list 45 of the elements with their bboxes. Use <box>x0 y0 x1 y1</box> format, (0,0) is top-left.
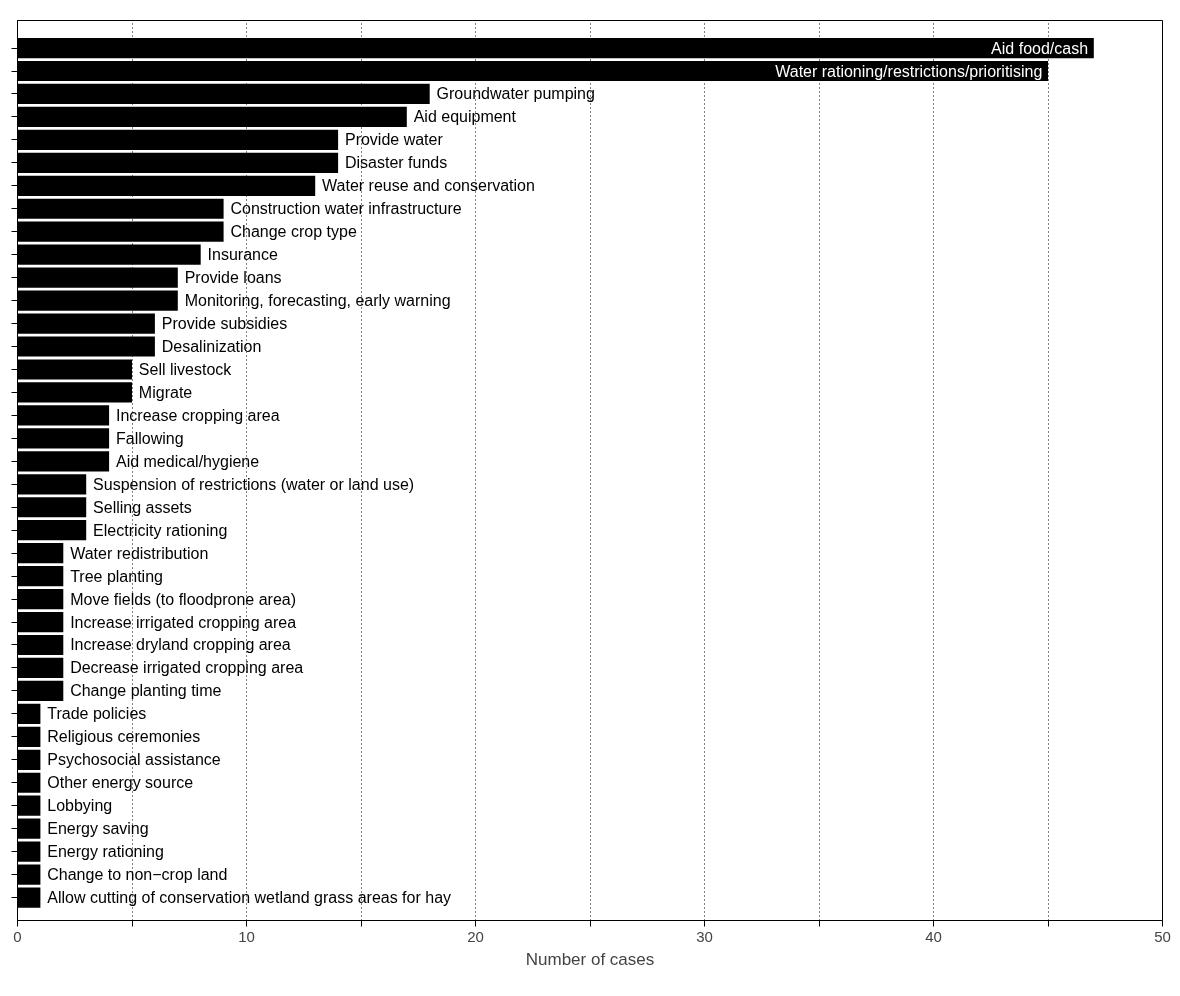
y-tick-label: Sell livestock <box>138 360 233 378</box>
y-tick-label: Change to non−crop land <box>47 866 228 884</box>
y-tick-label: Lobbying <box>47 797 113 815</box>
x-tick-label: 30 <box>696 927 713 945</box>
y-tick-label: Other energy source <box>47 774 194 792</box>
y-tick-label: Move fields (to floodprone area) <box>70 590 297 608</box>
y-tick-label: Increase irrigated cropping area <box>70 613 297 631</box>
y-tick-label: Increase dryland cropping area <box>70 636 291 654</box>
y-tick-label: Decrease irrigated cropping area <box>70 659 304 677</box>
y-tick-label: Insurance <box>207 246 278 264</box>
y-tick-label: Provide subsidies <box>161 315 288 333</box>
y-tick-label: Energy rationing <box>47 843 164 861</box>
y-tick-label: Psychosocial assistance <box>47 751 221 769</box>
y-tick-label: Groundwater pumping <box>436 85 595 103</box>
y-tick-label: Change planting time <box>70 682 222 700</box>
y-tick-label: Aid equipment <box>413 108 517 126</box>
y-tick-label: Religious ceremonies <box>47 728 201 746</box>
y-tick-label: Aid medical/hygiene <box>115 452 260 470</box>
y-tick-label: Water rationing/restrictions/prioritising <box>775 62 1043 80</box>
y-tick-label: Water reuse and conservation <box>322 177 535 195</box>
y-tick-label: Suspension of restrictions (water or land use) <box>93 475 415 493</box>
y-tick-label: Provide loans <box>184 269 282 287</box>
y-tick-label: Electricity rationing <box>93 521 228 539</box>
y-tick-label: Water redistribution <box>70 544 209 562</box>
x-tick-label: 40 <box>925 927 942 945</box>
y-tick-label: Provide water <box>344 131 444 149</box>
x-tick-label: 0 <box>13 927 22 945</box>
y-tick-label: Selling assets <box>93 498 192 516</box>
y-tick-label: Migrate <box>138 383 193 401</box>
y-tick-label: Change crop type <box>230 223 357 241</box>
y-tick-label: Monitoring, forecasting, early warning <box>184 292 451 310</box>
y-tick-label: Construction water infrastructure <box>230 200 462 218</box>
x-tick-label: 20 <box>467 927 484 945</box>
y-tick-label: Disaster funds <box>344 154 448 172</box>
y-tick-label: Tree planting <box>70 567 163 585</box>
x-tick-label: 50 <box>1154 927 1171 945</box>
y-tick-label: Increase cropping area <box>115 406 280 424</box>
y-tick-label: Desalinization <box>161 338 262 356</box>
y-tick-label: Energy saving <box>47 820 149 838</box>
y-tick-label: Allow cutting of conservation wetland grass areas for hay <box>47 889 452 907</box>
x-axis-title: Number of cases <box>525 949 655 969</box>
y-tick-label: Aid food/cash <box>991 39 1089 57</box>
y-tick-label: Trade policies <box>47 705 147 723</box>
y-tick-label: Fallowing <box>115 429 184 447</box>
x-tick-label: 10 <box>238 927 255 945</box>
